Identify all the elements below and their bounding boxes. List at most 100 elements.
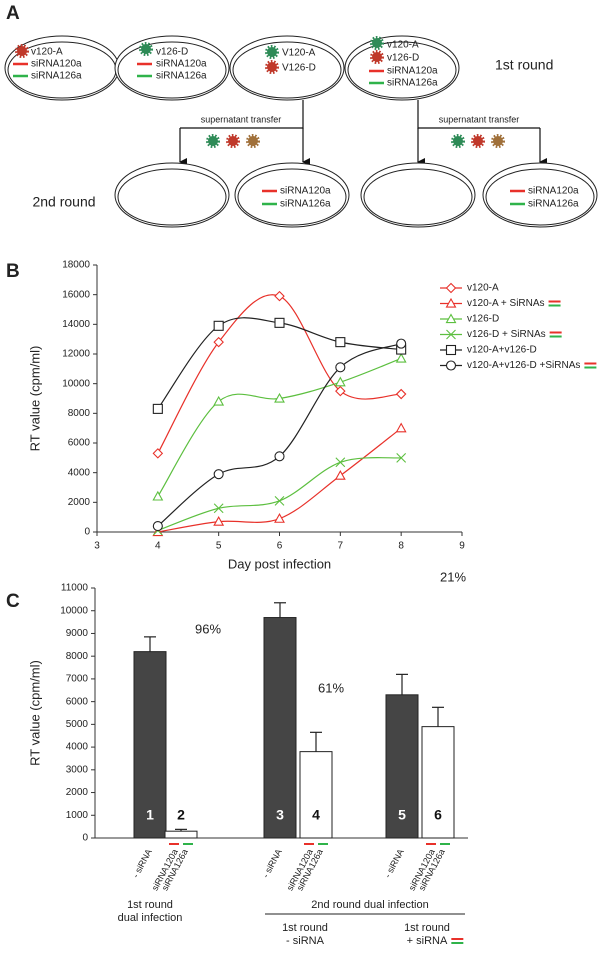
- marker: [152, 490, 164, 501]
- y-tick-label: 18000: [62, 260, 90, 271]
- category-label: - siRNA: [382, 847, 405, 879]
- y-tick-label: 10000: [62, 378, 90, 389]
- bar: [263, 617, 297, 839]
- y-tick-label: 0: [84, 527, 90, 538]
- diagram: v120-A siRNA120a siRNA126a v126-D siRNA1…: [4, 35, 598, 228]
- y-tick-label: 8000: [66, 651, 89, 662]
- y-tick-label: 14000: [62, 319, 90, 330]
- dish-text: v120-A: [387, 40, 419, 51]
- group-label: 2nd round dual infection: [311, 899, 428, 911]
- marker: [213, 320, 224, 331]
- dish-rim: [237, 168, 347, 226]
- marker: [334, 470, 346, 480]
- x-tick-label: 7: [338, 541, 344, 552]
- dish-text: v120-A: [31, 47, 63, 58]
- panel-label: B: [6, 261, 20, 282]
- dish-text: siRNA126a: [528, 199, 579, 210]
- subgroup-label: 1st round: [404, 922, 450, 934]
- y-tick-label: 2000: [66, 787, 89, 798]
- legend-item: v120-A+v126-D: [440, 345, 537, 356]
- marker: [335, 362, 346, 373]
- transfer-label: supernatant transfer: [439, 114, 520, 124]
- marker: [445, 313, 457, 324]
- y-tick-label: 11000: [61, 583, 89, 594]
- series-line: [157, 343, 402, 527]
- percent-label: 61%: [318, 680, 344, 695]
- marker: [335, 337, 346, 348]
- virus-icon: [226, 134, 240, 148]
- dish-text: siRNA120a: [387, 66, 438, 77]
- dish-text: V126-D: [282, 63, 316, 74]
- dish-text: siRNA126a: [280, 199, 331, 210]
- category-label: - siRNA: [130, 847, 153, 879]
- y-tick-label: 16000: [62, 289, 90, 300]
- x-tick-label: 9: [459, 541, 465, 552]
- virus-icon: [139, 42, 153, 56]
- y-tick-label: 10000: [60, 605, 88, 616]
- dish-text: siRNA120a: [280, 186, 331, 197]
- dish-text: siRNA120a: [156, 59, 207, 70]
- x-axis-label: Day post infection: [228, 556, 331, 571]
- marker: [274, 317, 285, 328]
- marker: [213, 395, 225, 406]
- bar-number: 6: [434, 807, 442, 823]
- dish-text: siRNA126a: [156, 71, 207, 82]
- y-tick-label: 9000: [66, 628, 89, 639]
- y-tick-label: 0: [82, 833, 88, 844]
- x-tick-label: 3: [94, 541, 100, 552]
- marker: [445, 344, 457, 356]
- marker: [446, 329, 456, 340]
- dish-rim: [117, 168, 227, 226]
- marker: [395, 388, 407, 400]
- dish-rim: [117, 41, 227, 99]
- marker: [274, 495, 285, 506]
- marker: [274, 392, 285, 403]
- y-tick-label: 6000: [66, 696, 89, 707]
- virus-icon: [206, 134, 220, 148]
- panel-label: A: [6, 3, 20, 24]
- virus-icon: [471, 134, 485, 148]
- x-tick-label: 6: [277, 541, 283, 552]
- legend-item: v126-D + SiRNAs: [440, 329, 562, 340]
- bar-number: 4: [312, 807, 320, 823]
- legend-item: v126-D: [440, 313, 499, 325]
- y-tick-label: 12000: [62, 349, 90, 360]
- marker: [274, 513, 285, 523]
- marker: [335, 457, 346, 468]
- virus-icon: [265, 60, 279, 74]
- virus-icon: [246, 134, 260, 148]
- dish-rim: [363, 168, 473, 226]
- marker: [274, 451, 285, 462]
- legend-item: v120-A+v126-D +SiRNAs: [440, 360, 597, 371]
- y-tick-label: 5000: [66, 719, 89, 730]
- x-tick-label: 4: [155, 541, 161, 552]
- y-tick-label: 8000: [68, 408, 91, 419]
- group-label: dual infection: [118, 912, 183, 924]
- marker: [335, 385, 346, 397]
- marker: [274, 290, 285, 302]
- virus-icon: [265, 45, 279, 59]
- subgroup-label: 1st round: [282, 922, 328, 934]
- dish-text: siRNA120a: [528, 186, 579, 197]
- bar: [421, 726, 455, 839]
- bar-number: 5: [398, 807, 406, 823]
- dish-text: v126-D: [387, 53, 419, 64]
- bar: [385, 694, 419, 839]
- marker: [152, 526, 164, 537]
- virus-icon: [370, 50, 384, 64]
- bar-number: 1: [146, 807, 154, 823]
- marker: [445, 282, 457, 294]
- y-tick-label: 4000: [68, 467, 91, 478]
- marker: [152, 403, 163, 414]
- round-label: 2nd round: [32, 194, 95, 210]
- y-tick-label: 3000: [66, 764, 89, 775]
- x-tick-label: 8: [398, 541, 404, 552]
- bar: [133, 651, 167, 839]
- marker: [395, 422, 407, 433]
- bar: [299, 751, 333, 839]
- legend-label: v126-D + SiRNAs: [467, 329, 546, 340]
- group-label: 1st round: [127, 899, 173, 911]
- marker: [396, 338, 407, 349]
